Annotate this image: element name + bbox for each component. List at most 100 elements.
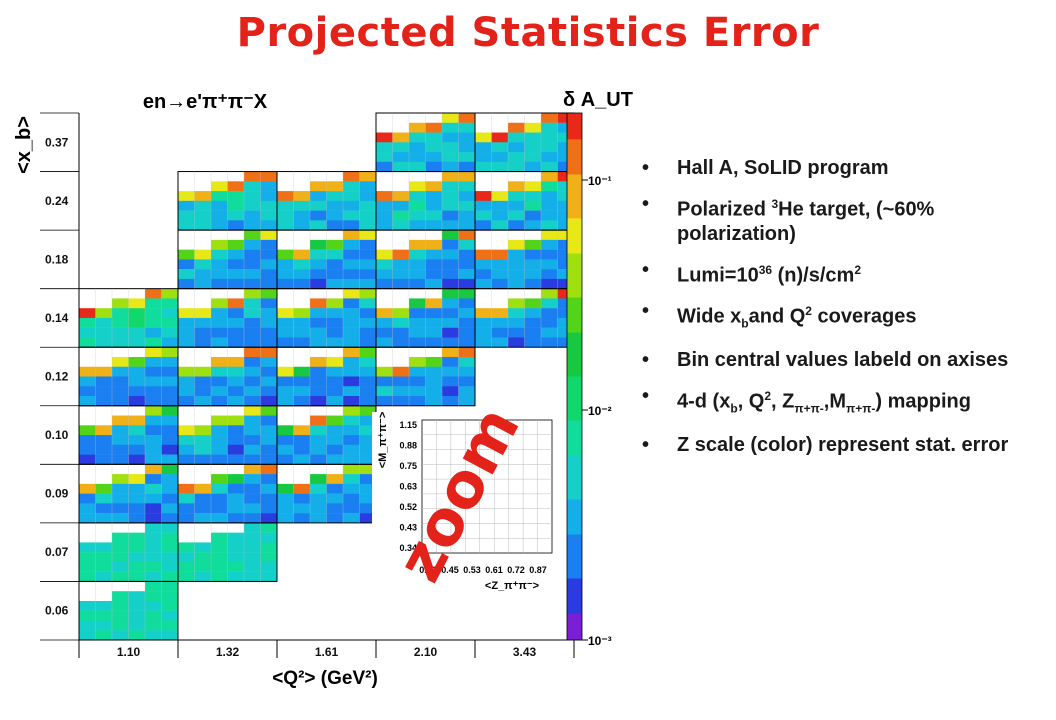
heatmap-cell — [442, 200, 459, 211]
heatmap-cell — [541, 327, 558, 338]
heatmap-cell — [475, 191, 492, 202]
heatmap-cell — [458, 142, 476, 153]
heatmap-cell — [227, 181, 245, 192]
bullet-text: b — [741, 316, 749, 331]
heatmap-cell — [359, 415, 377, 426]
heatmap-cell — [392, 376, 410, 387]
heatmap-cell — [508, 191, 525, 202]
colorbar-segment — [567, 262, 582, 272]
inset-x-label: <Z_π⁺π⁻> — [485, 580, 539, 592]
heatmap-cell — [491, 200, 509, 211]
heatmap-cell — [508, 249, 525, 260]
heatmap-cell — [112, 396, 129, 406]
heatmap-cell — [211, 210, 228, 221]
heatmap-cell — [343, 444, 360, 455]
heatmap-cell — [244, 191, 261, 202]
heatmap-cell — [557, 132, 575, 143]
heatmap-cell — [541, 200, 558, 211]
heatmap-cell — [260, 200, 278, 211]
colorbar-segment — [567, 218, 582, 228]
heatmap-cell — [442, 308, 459, 319]
inset-x-tick-label: 0.87 — [529, 565, 547, 575]
heatmap-cell — [392, 327, 410, 338]
heatmap-cell — [458, 347, 476, 358]
heatmap-cell — [128, 620, 146, 631]
heatmap-cell — [211, 337, 228, 348]
heatmap-cell — [145, 464, 162, 475]
heatmap-cell — [392, 366, 410, 377]
colorbar-segment — [567, 209, 582, 219]
heatmap-cell — [128, 308, 146, 319]
heatmap-cell — [343, 474, 360, 485]
heatmap-cell — [359, 210, 377, 221]
colorbar-segment — [567, 306, 582, 316]
heatmap-cell — [442, 210, 459, 221]
heatmap-cell — [79, 317, 96, 328]
heatmap-cell — [442, 298, 459, 309]
heatmap-cell — [112, 542, 129, 553]
heatmap-cell — [343, 435, 360, 446]
colorbar-segment — [567, 139, 582, 149]
heatmap-cell — [260, 278, 278, 289]
heatmap-cell — [425, 191, 443, 202]
heatmap-cell — [475, 278, 492, 289]
heatmap-cell — [376, 152, 393, 162]
heatmap-cell — [178, 191, 195, 202]
heatmap-cell — [425, 152, 443, 162]
heatmap-cell — [458, 220, 476, 231]
heatmap-cell — [260, 454, 278, 465]
heatmap-cell — [79, 571, 96, 582]
heatmap-cell — [491, 220, 509, 231]
heatmap-cell — [145, 600, 162, 611]
heatmap-cell — [161, 522, 179, 533]
heatmap-cell — [211, 425, 228, 436]
heatmap-cell — [425, 298, 443, 309]
heatmap-cell — [277, 317, 294, 328]
colorbar-segment — [567, 174, 582, 184]
heatmap-cell — [260, 425, 278, 436]
heatmap-cell — [326, 298, 344, 309]
heatmap-cell — [244, 503, 261, 514]
heatmap-cell — [376, 317, 393, 328]
heatmap-cell — [458, 181, 476, 192]
heatmap-cell — [112, 561, 129, 572]
heatmap-cell — [458, 249, 476, 260]
heatmap-cell — [211, 474, 228, 485]
heatmap-cell — [326, 386, 344, 397]
heatmap-cell — [112, 483, 129, 494]
heatmap-cell — [541, 220, 558, 231]
heatmap-cell — [161, 327, 179, 338]
heatmap-cell — [343, 210, 360, 221]
heatmap-cell — [128, 474, 146, 485]
heatmap-cell — [343, 220, 360, 231]
heatmap-cell — [359, 376, 377, 387]
heatmap-cell — [128, 386, 146, 397]
heatmap-cell — [326, 396, 344, 406]
heatmap-cell — [128, 571, 146, 582]
heatmap-cell — [409, 142, 426, 153]
heatmap-cell — [541, 288, 558, 299]
heatmap-cell — [95, 425, 113, 436]
heatmap-cell — [161, 308, 179, 319]
heatmap-cell — [326, 210, 344, 221]
heatmap-cell — [227, 552, 245, 563]
bullet-text: Hall A, SoLID program — [677, 157, 889, 179]
heatmap-cell — [326, 327, 344, 338]
heatmap-cell — [277, 278, 294, 289]
heatmap-cell — [211, 181, 228, 192]
heatmap-cell — [359, 464, 377, 475]
heatmap-cell — [392, 308, 410, 319]
inset-x-tick-label: 0.36 — [419, 565, 437, 575]
heatmap-cell — [145, 483, 162, 494]
inset-y-tick-label: 0.43 — [399, 523, 417, 533]
heatmap-cell — [79, 513, 96, 524]
heatmap-cell — [194, 396, 212, 406]
heatmap-cell — [178, 386, 195, 397]
heatmap-cell — [260, 444, 278, 455]
heatmap-cell — [211, 513, 228, 524]
colorbar-segment — [567, 130, 582, 140]
heatmap-cell — [244, 425, 261, 436]
heatmap-cell — [376, 142, 393, 153]
heatmap-cell — [541, 239, 558, 250]
y-tick-label: 0.37 — [45, 135, 69, 149]
